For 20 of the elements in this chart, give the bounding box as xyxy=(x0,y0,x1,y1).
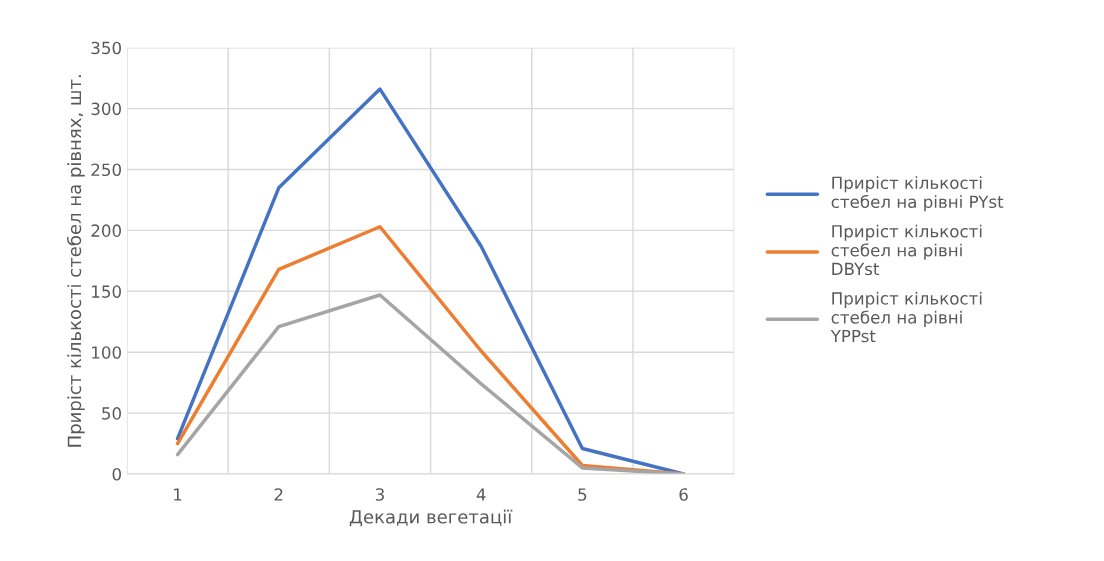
y-tick-label: 200 xyxy=(91,224,121,237)
y-tick-label: 150 xyxy=(92,285,121,298)
x-tick-label: 1 xyxy=(174,488,182,501)
y-tick-label: 300 xyxy=(91,102,121,116)
x-tick-label: 6 xyxy=(679,488,688,501)
y-tick-label: 0 xyxy=(112,468,121,481)
y-axis-title: Приріст кількості стебел на рівнях, шт. xyxy=(66,75,85,447)
x-tick-label: 5 xyxy=(578,488,587,501)
y-tick-label: 350 xyxy=(91,41,121,55)
legend-label: Приріст кількості стебел на рівні PYst xyxy=(831,176,1004,212)
y-tick-label: 100 xyxy=(92,346,121,359)
y-tick-label: 50 xyxy=(102,407,121,420)
x-tick-label: 3 xyxy=(375,488,384,501)
x-tick-label: 2 xyxy=(274,488,283,501)
legend-label: Приріст кількості стебел на рівні DBYst xyxy=(831,224,982,276)
legend-label: Приріст кількості стебел на рівні YPPst xyxy=(830,291,982,343)
x-axis-title: Декади вегетації xyxy=(349,509,513,527)
line-series xyxy=(175,293,686,475)
y-tick-label: 250 xyxy=(91,163,121,177)
x-tick-label: 4 xyxy=(476,488,486,501)
